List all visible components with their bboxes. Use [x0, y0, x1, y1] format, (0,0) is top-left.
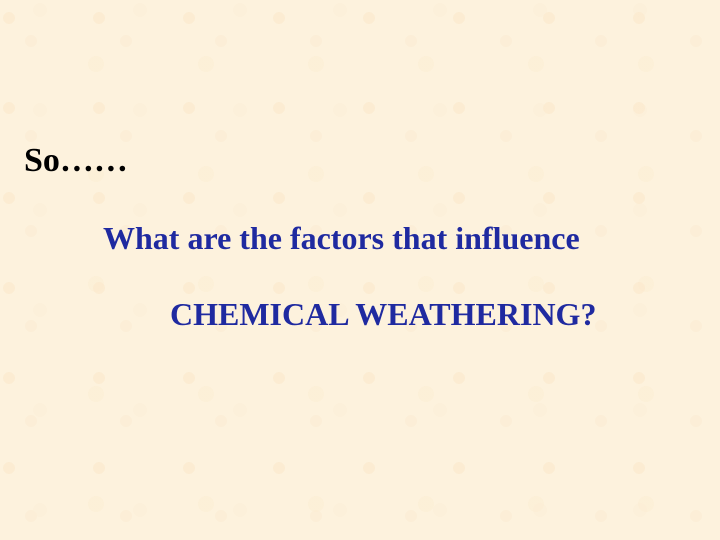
heading-line-1: So…… — [24, 142, 128, 180]
slide-container: So…… What are the factors that influence… — [0, 0, 720, 540]
heading-line-2: What are the factors that influence — [103, 220, 580, 257]
slide-content: So…… What are the factors that influence… — [0, 0, 720, 540]
heading-line-3: CHEMICAL WEATHERING? — [170, 296, 596, 333]
